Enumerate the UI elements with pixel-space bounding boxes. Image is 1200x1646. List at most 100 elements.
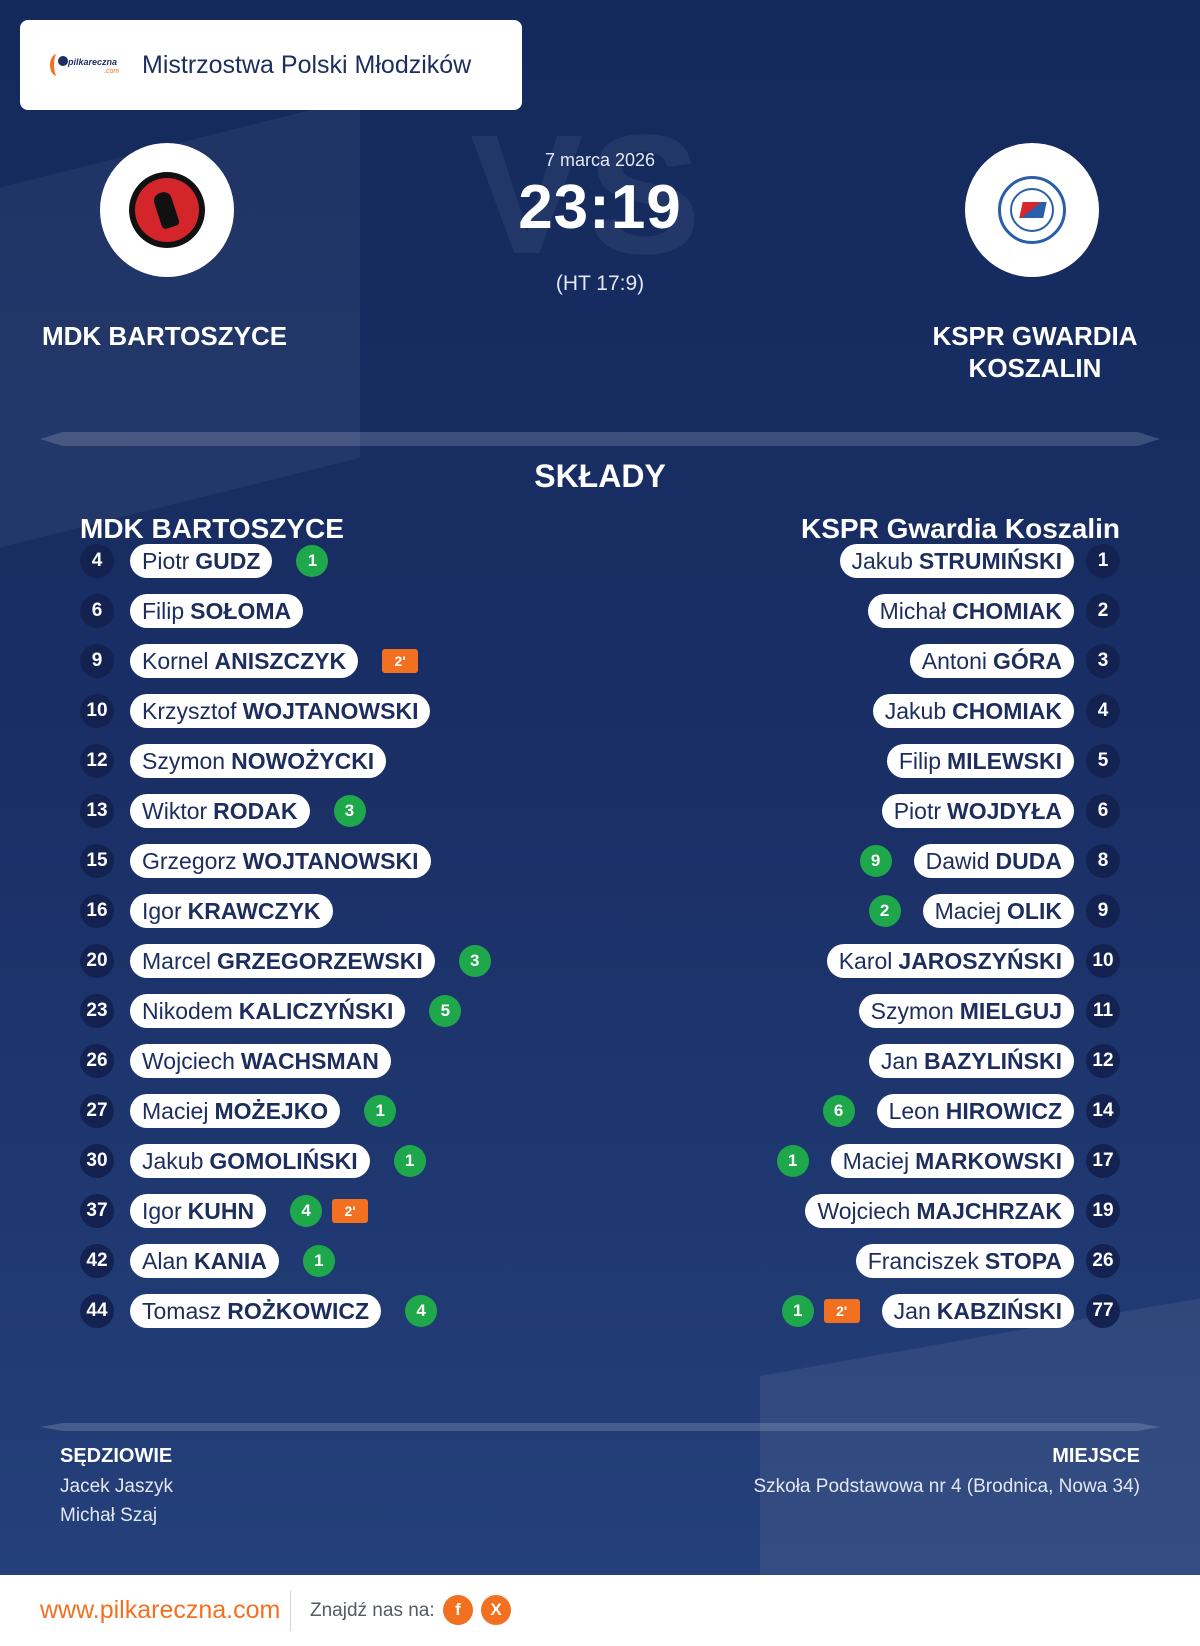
player-number: 44 — [80, 1294, 114, 1328]
player-first-name: Wojciech — [817, 1197, 911, 1224]
player-name: Maciej OLIK — [922, 894, 1074, 928]
site-logo[interactable]: pilkareczna .com — [50, 50, 122, 80]
player-number: 23 — [80, 994, 114, 1028]
divider — [40, 1423, 1160, 1431]
goals-badge: 2 — [868, 895, 901, 927]
goals-badge: 1 — [393, 1145, 426, 1177]
player-name: Michał CHOMIAK — [867, 594, 1074, 628]
player-last-name: GRZEGORZEWSKI — [217, 947, 423, 974]
player-name: Jan KABZIŃSKI — [881, 1294, 1074, 1328]
player-number: 6 — [1086, 794, 1120, 828]
player-number: 77 — [1086, 1294, 1120, 1328]
player-first-name: Filip — [142, 597, 185, 624]
player-first-name: Kornel — [142, 647, 209, 674]
away-team-name: KSPR GWARDIA KOSZALIN — [932, 321, 1138, 383]
player-name: Jakub STRUMIŃSKI — [839, 544, 1074, 578]
away-squad-title: KSPR Gwardia Koszalin — [801, 513, 1120, 544]
footer: www.pilkareczna.com Znajdź nas na: f X — [0, 1575, 1200, 1646]
player-last-name: WOJDYŁA — [947, 797, 1062, 824]
player-stats: 1 2' — [781, 1295, 860, 1327]
player-number: 12 — [80, 744, 114, 778]
player-row: 4 Jakub CHOMIAK — [872, 694, 1120, 728]
player-name: Dawid DUDA — [913, 844, 1074, 878]
player-last-name: RODAK — [213, 797, 298, 824]
player-last-name: GOMOLIŃSKI — [209, 1147, 358, 1174]
player-last-name: MIELGUJ — [959, 997, 1062, 1024]
footer-separator — [290, 1591, 291, 1631]
player-first-name: Alan — [142, 1247, 189, 1274]
player-number: 1 — [1086, 544, 1120, 578]
player-number: 3 — [1086, 644, 1120, 678]
player-last-name: BAZYLIŃSKI — [924, 1047, 1062, 1074]
player-row: 26 Franciszek STOPA — [855, 1244, 1120, 1278]
vs-watermark: VS — [470, 100, 705, 290]
player-row: 23 Nikodem KALICZYŃSKI 5 — [80, 994, 462, 1028]
player-row: 6 Filip SOŁOMA — [80, 594, 304, 628]
player-name: Maciej MOŻEJKO — [130, 1094, 341, 1128]
goals-badge: 5 — [429, 995, 462, 1027]
player-first-name: Jakub — [884, 697, 947, 724]
player-row: 16 Igor KRAWCZYK — [80, 894, 333, 928]
player-last-name: KABZIŃSKI — [936, 1297, 1062, 1324]
player-name: Igor KRAWCZYK — [130, 894, 333, 928]
player-first-name: Jakub — [851, 547, 913, 574]
player-row: 6 Piotr WOJDYŁA — [881, 794, 1120, 828]
player-name: Jakub GOMOLIŃSKI — [130, 1144, 370, 1178]
x-icon[interactable]: X — [481, 1595, 511, 1625]
player-row: 30 Jakub GOMOLIŃSKI 1 — [80, 1144, 426, 1178]
player-first-name: Filip — [898, 747, 941, 774]
goals-badge: 4 — [290, 1195, 323, 1227]
player-stats: 1 — [296, 545, 329, 577]
player-stats: 4 — [405, 1295, 438, 1327]
player-row: 11 Szymon MIELGUJ — [858, 994, 1120, 1028]
player-name: Piotr WOJDYŁA — [881, 794, 1074, 828]
player-name: Alan KANIA — [130, 1244, 279, 1278]
player-row: 42 Alan KANIA 1 — [80, 1244, 335, 1278]
player-number: 17 — [1086, 1144, 1120, 1178]
goals-badge: 4 — [405, 1295, 438, 1327]
player-row: 9 Maciej OLIK 2 — [868, 894, 1120, 928]
player-stats: 1 — [776, 1145, 809, 1177]
match-score: 23:19 — [518, 173, 682, 242]
halftime-score: (HT 17:9) — [555, 272, 645, 295]
player-name: Marcel GRZEGORZEWSKI — [130, 944, 435, 978]
find-us-label: Znajdź nas na: — [310, 1600, 435, 1621]
player-first-name: Jakub — [142, 1147, 204, 1174]
player-number: 11 — [1086, 994, 1120, 1028]
player-last-name: ROŻKOWICZ — [227, 1297, 370, 1324]
logo-ball-icon — [58, 56, 68, 66]
competition-title: Mistrzostwa Polski Młodzików — [142, 50, 472, 79]
player-last-name: GÓRA — [993, 647, 1062, 674]
facebook-icon[interactable]: f — [443, 1595, 473, 1625]
player-row: 3 Antoni GÓRA — [909, 644, 1120, 678]
player-name: Franciszek STOPA — [855, 1244, 1074, 1278]
referee-name: Jacek Jaszyk — [60, 1476, 173, 1497]
player-stats: 1 — [393, 1145, 426, 1177]
player-last-name: KANIA — [194, 1247, 267, 1274]
player-number: 9 — [80, 644, 114, 678]
player-last-name: STOPA — [984, 1247, 1062, 1274]
home-crest-icon — [129, 172, 205, 248]
player-number: 2 — [1086, 594, 1120, 628]
competition-header: pilkareczna .com Mistrzostwa Polski Młod… — [20, 20, 522, 110]
player-last-name: JAROSZYŃSKI — [898, 947, 1062, 974]
divider — [40, 432, 1160, 446]
squads-title: SKŁADY — [534, 458, 666, 494]
player-first-name: Igor — [142, 1197, 182, 1224]
player-row: 9 Kornel ANISZCZYK 2' — [80, 644, 419, 678]
player-number: 15 — [80, 844, 114, 878]
referee-name: Michał Szaj — [60, 1505, 158, 1526]
player-name: Filip SOŁOMA — [130, 594, 304, 628]
player-row: 19 Wojciech MAJCHRZAK — [805, 1194, 1120, 1228]
goals-badge: 9 — [859, 845, 892, 877]
site-link[interactable]: www.pilkareczna.com — [40, 1596, 281, 1624]
player-number: 6 — [80, 594, 114, 628]
player-last-name: KUHN — [187, 1197, 255, 1224]
player-row: 8 Dawid DUDA 9 — [859, 844, 1120, 878]
player-first-name: Jan — [880, 1047, 918, 1074]
player-last-name: MARKOWSKI — [915, 1147, 1062, 1174]
away-team-logo — [965, 143, 1099, 277]
player-row: 77 Jan KABZIŃSKI 1 2' — [781, 1294, 1120, 1328]
player-last-name: WOJTANOWSKI — [242, 697, 419, 724]
player-first-name: Igor — [142, 897, 182, 924]
